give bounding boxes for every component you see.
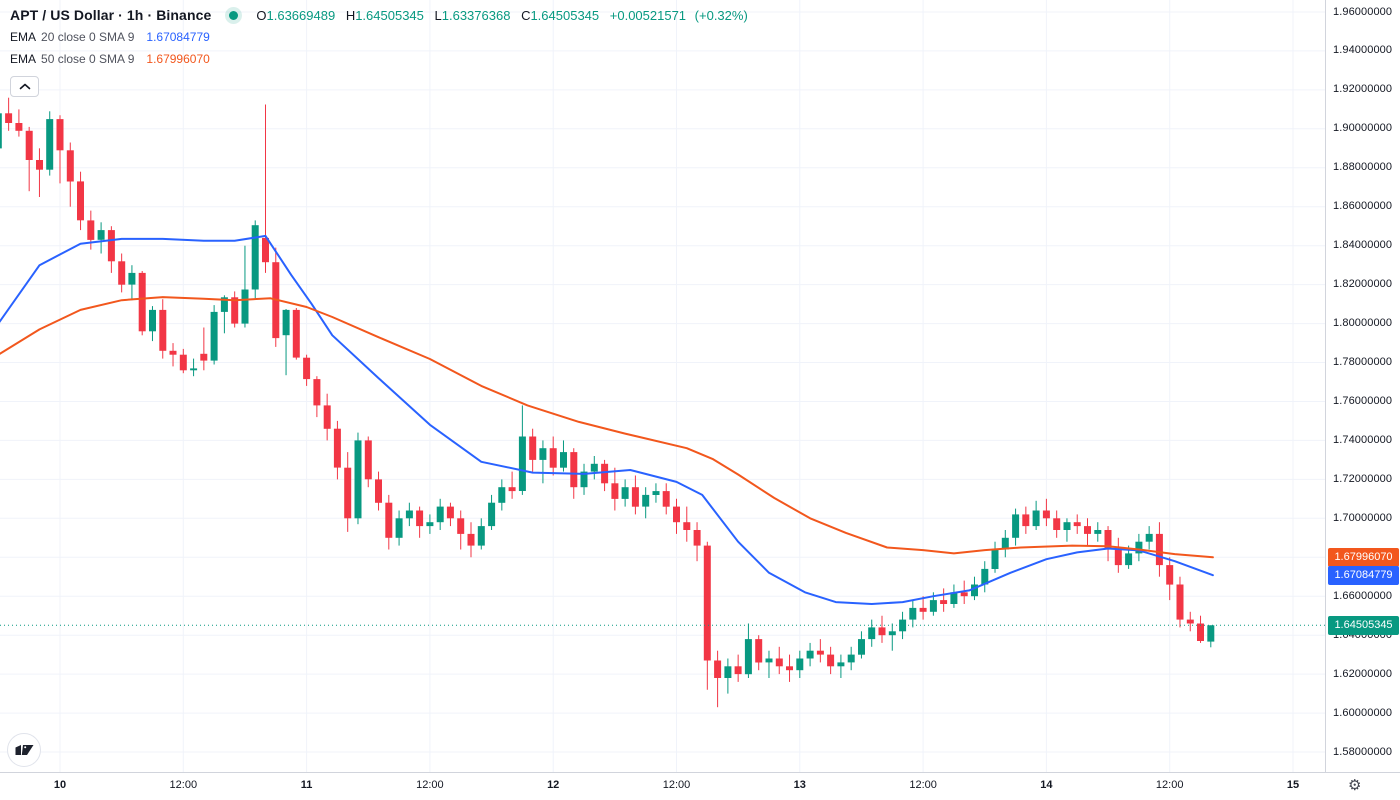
close-label: C (521, 7, 531, 23)
price-tick-label: 1.74000000 (1333, 433, 1393, 446)
price-tick-label: 1.58000000 (1333, 745, 1393, 758)
time-tick-hour-label: 12:00 (662, 779, 691, 791)
ohlc-readout: O1.63669489 H1.64505345 L1.63376368 C1.6… (256, 8, 747, 23)
candlestick-chart[interactable] (0, 0, 1325, 772)
time-tick-hour-label: 12:00 (1155, 779, 1184, 791)
ema20-value: 1.67084779 (146, 30, 210, 44)
time-tick-hour-label: 12:00 (416, 779, 444, 791)
price-tick-label: 1.62000000 (1333, 667, 1393, 680)
change-percent: (+0.32%) (694, 7, 748, 23)
indicator-row-ema20[interactable]: EMA 20 close 0 SMA 9 1.67084779 (10, 26, 748, 48)
tradingview-logo-icon (7, 733, 41, 767)
price-tick-label: 1.84000000 (1333, 239, 1393, 252)
change-value: +0.00521571 (609, 7, 687, 23)
ema50-value: 1.67996070 (146, 52, 210, 66)
price-tick-label: 1.72000000 (1333, 472, 1393, 485)
price-tick-label: 1.60000000 (1333, 706, 1393, 719)
candles (0, 97, 1215, 708)
time-tick-day-label: 11 (300, 779, 313, 791)
ema20-price-badge: 1.67084779 (1328, 565, 1399, 585)
time-tick-hour-label: 12:00 (169, 779, 198, 791)
price-tick-label: 1.76000000 (1333, 395, 1393, 407)
high-label: H (345, 7, 356, 23)
time-axis[interactable]: ⚙ 10 12:00 11 12:00 12 12:00 13 12:00 14 12:00 15 (0, 772, 1400, 800)
symbol-row[interactable]: APT / US Dollar · 1h · Binance O1.636694… (10, 4, 748, 26)
price-tick-label: 1.78000000 (1333, 356, 1393, 368)
price-tick-label: 1.82000000 (1333, 278, 1393, 291)
time-tick-day-label: 13 (793, 779, 806, 791)
ema50-params: 50 close 0 SMA 9 (41, 52, 135, 66)
close-value: 1.64505345 (530, 7, 600, 23)
ema20-line[interactable] (0, 234, 1214, 605)
price-tick-label: 1.90000000 (1333, 122, 1393, 135)
time-tick-day-label: 14 (1040, 779, 1053, 791)
price-tick-label: 1.94000000 (1333, 44, 1393, 57)
price-chart-pane[interactable]: APT / US Dollar · 1h · Binance O1.636694… (0, 0, 1325, 772)
low-value: 1.63376368 (441, 7, 511, 23)
ema50-line[interactable] (0, 296, 1214, 559)
market-status-dot-icon (229, 10, 239, 20)
price-tick-label: 1.70000000 (1333, 511, 1393, 524)
low-label: L (434, 7, 442, 23)
high-value: 1.64505345 (355, 7, 424, 23)
price-tick-label: 1.86000000 (1333, 200, 1393, 213)
price-axis[interactable]: 1.67996070 1.67084779 1.64505345 1.96000… (1325, 0, 1400, 772)
grid-lines (0, 0, 1325, 772)
price-tick-label: 1.96000000 (1333, 5, 1393, 18)
indicator-row-ema50[interactable]: EMA 50 close 0 SMA 9 1.67996070 (10, 48, 748, 70)
price-tick-label: 1.92000000 (1333, 83, 1393, 96)
ema20-params: 20 close 0 SMA 9 (41, 30, 135, 44)
ema50-name: EMA (10, 52, 37, 66)
open-value: 1.63669489 (266, 7, 336, 23)
price-tick-label: 1.80000000 (1333, 317, 1393, 330)
chart-legend: APT / US Dollar · 1h · Binance O1.636694… (10, 4, 748, 70)
ema20-name: EMA (10, 30, 37, 44)
symbol-title[interactable]: APT / US Dollar · 1h · Binance (10, 7, 212, 23)
chevron-up-icon (19, 83, 30, 90)
time-tick-day-label: 12 (547, 779, 560, 791)
ema50-price-badge: 1.67996070 (1328, 547, 1399, 567)
open-label: O (256, 7, 267, 23)
time-tick-hour-label: 12:00 (909, 779, 937, 791)
legend-collapse-button[interactable] (10, 76, 39, 97)
price-tick-label: 1.66000000 (1333, 589, 1393, 602)
time-tick-day-label: 10 (53, 779, 67, 791)
tradingview-logo[interactable] (6, 732, 42, 773)
last-price-badge: 1.64505345 (1328, 615, 1399, 635)
settings-gear-icon[interactable]: ⚙ (1348, 776, 1362, 794)
time-tick-day-label: 15 (1286, 779, 1300, 791)
price-tick-label: 1.88000000 (1333, 161, 1393, 174)
